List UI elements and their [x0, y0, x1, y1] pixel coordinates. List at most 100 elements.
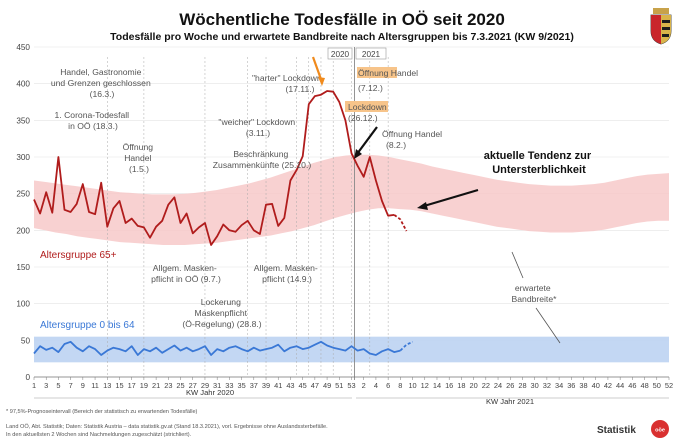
x-tick-label-2020: 15	[115, 381, 123, 390]
series-lines	[33, 90, 413, 356]
highlight-box-oeffnung-handel	[357, 67, 397, 78]
x-tick-label-2021: 40	[592, 381, 600, 390]
x-tick-label-2021: 2	[362, 381, 366, 390]
x-tick-label-2021: 22	[482, 381, 490, 390]
year-label-2020: 2020	[331, 50, 350, 59]
x-tick-label-2020: 19	[140, 381, 148, 390]
x-tick-label-2021: 20	[469, 381, 477, 390]
expected-band-65plus	[34, 154, 669, 245]
x-tick-label-2020: 21	[152, 381, 160, 390]
x-tick-label-2021: 48	[640, 381, 648, 390]
y-tick-label: 50	[21, 336, 31, 345]
x-tick-label-2021: 28	[518, 381, 526, 390]
y-tick-label: 150	[16, 263, 30, 272]
x-axis-label-2020: KW Jahr 2020	[186, 388, 234, 397]
y-tick-label: 0	[25, 373, 30, 382]
x-tick-label-2020: 31	[213, 381, 221, 390]
coat-of-arms-logo	[650, 8, 672, 45]
y-tick-label: 200	[16, 226, 30, 235]
x-tick-label-2020: 27	[189, 381, 197, 390]
annotation-beschraenkung-zusammenkuenfte: Beschränkung Zusammenkünfte (25.10.)	[213, 149, 312, 170]
x-tick-label-2020: 33	[225, 381, 233, 390]
x-tick-label-2021: 24	[494, 381, 502, 390]
x-tick-label-2021: 14	[433, 381, 441, 390]
annotation-lockdown-dez: Lockdown (26.12.)	[348, 102, 389, 123]
series-label-0-64: Altersgruppe 0 bis 64	[40, 320, 135, 331]
x-tick-label-2020: 53	[347, 381, 355, 390]
footnote-band: * 97,5%-Prognoseintervall (Bereich der s…	[6, 409, 198, 415]
x-tick-label-2021: 38	[579, 381, 587, 390]
series-projection-0-64	[399, 340, 413, 352]
black-arrow-trend-head	[417, 202, 428, 210]
x-tick-label-2020: 29	[201, 381, 209, 390]
event-annotations: Handel, Gastronomie und Grenzen geschlos…	[51, 67, 444, 329]
x-tick-label-2020: 43	[286, 381, 294, 390]
svg-text:oöe: oöe	[655, 428, 665, 434]
chart-subtitle: Todesfälle pro Woche und erwartete Bandb…	[110, 31, 574, 43]
annotation-arrows	[311, 56, 561, 344]
annotation-oeffnung-handel-feb: Öffnung Handel (8.2.)	[382, 129, 444, 150]
annotation-oeffnung-handel-mai: Öffnung Handel (1.5.)	[123, 142, 156, 174]
series-projection-65plus	[393, 214, 408, 232]
y-tick-label: 250	[16, 190, 30, 199]
annotation-erster-todesfall: 1. Corona-Todesfall in OÖ (18.3.)	[55, 110, 132, 131]
x-tick-label-2021: 34	[555, 381, 563, 390]
highlight-box-lockdown	[345, 101, 388, 112]
x-tick-label-2020: 25	[176, 381, 184, 390]
annotation-maskenpflicht-allgemein: Allgem. Masken- pflicht (14.9.)	[254, 263, 320, 284]
x-tick-label-2020: 13	[103, 381, 111, 390]
footnote-source: Land OÖ, Abt. Statistik; Daten: Statisti…	[6, 423, 328, 430]
x-tick-label-2020: 51	[335, 381, 343, 390]
x-tick-label-2021: 32	[543, 381, 551, 390]
x-tick-label-2021: 52	[665, 381, 673, 390]
x-tick-label-2020: 5	[56, 381, 60, 390]
x-axis-label-2021: KW Jahr 2021	[486, 397, 534, 406]
year-label-2021: 2021	[362, 50, 381, 59]
x-tick-label-2021: 44	[616, 381, 624, 390]
band-pointer-line	[511, 251, 524, 279]
x-tick-label-2021: 18	[457, 381, 465, 390]
x-tick-label-2020: 17	[128, 381, 136, 390]
black-arrow-lockdown-head	[354, 149, 362, 159]
y-tick-label: 100	[16, 300, 30, 309]
x-tick-label-2021: 26	[506, 381, 514, 390]
x-tick-label-2020: 1	[32, 381, 36, 390]
x-tick-label-2021: 6	[386, 381, 390, 390]
footnote-estimates: In den aktuellsten 2 Wochen sind Nachmel…	[6, 432, 192, 438]
x-tick-label-2021: 10	[408, 381, 416, 390]
x-tick-label-2021: 12	[421, 381, 429, 390]
x-tick-label-2021: 50	[653, 381, 661, 390]
y-tick-label: 450	[16, 43, 30, 52]
black-arrow-trend	[423, 188, 479, 208]
x-tick-label-2021: 30	[531, 381, 539, 390]
annotation-harter-lockdown: "harter" Lockdown (17.11.)	[252, 73, 324, 94]
brand-name: Statistik	[597, 425, 636, 436]
black-arrow-lockdown	[356, 126, 378, 155]
y-tick-label: 400	[16, 80, 30, 89]
x-tick-label-2021: 4	[374, 381, 378, 390]
year-labels: 2020 2021	[327, 47, 387, 60]
x-axis: 1 3 5 7 9 11 13 15 17 19 21 23 25 27 29 31 33 35 37 39 41 43 4…	[32, 376, 673, 390]
y-tick-label: 350	[16, 116, 30, 125]
x-tick-label-2020: 49	[323, 381, 331, 390]
x-tick-label-2020: 3	[44, 381, 48, 390]
x-tick-label-2021: 36	[567, 381, 575, 390]
orange-arrow-head	[318, 77, 325, 86]
x-tick-label-2020: 45	[299, 381, 307, 390]
annotation-lockerung-maskenpflicht: Lockerung Maskenpflicht (Ö-Regelung) (28…	[182, 297, 261, 329]
chart-title: Wöchentliche Todesfälle in OÖ seit 2020	[179, 10, 505, 29]
annotation-handel-geschlossen: Handel, Gastronomie und Grenzen geschlos…	[51, 67, 153, 99]
annotation-weicher-lockdown: "weicher" Lockdown (3.11.)	[218, 117, 297, 138]
band-note: erwartete Bandbreite*	[512, 283, 558, 304]
y-tick-label: 300	[16, 153, 30, 162]
x-tick-label-2020: 41	[274, 381, 282, 390]
x-tick-label-2020: 11	[91, 381, 99, 390]
x-tick-label-2020: 37	[250, 381, 258, 390]
annotation-maskenpflicht-ooe: Allgem. Masken- pflicht in OÖ (9.7.)	[151, 263, 221, 284]
series-line-0-64	[33, 340, 401, 356]
x-tick-label-2020: 39	[262, 381, 270, 390]
x-tick-label-2020: 9	[81, 381, 85, 390]
annotation-oeffnung-handel-dez: Öffnung Handel (7.12.)	[358, 68, 420, 93]
x-tick-label-2020: 23	[164, 381, 172, 390]
